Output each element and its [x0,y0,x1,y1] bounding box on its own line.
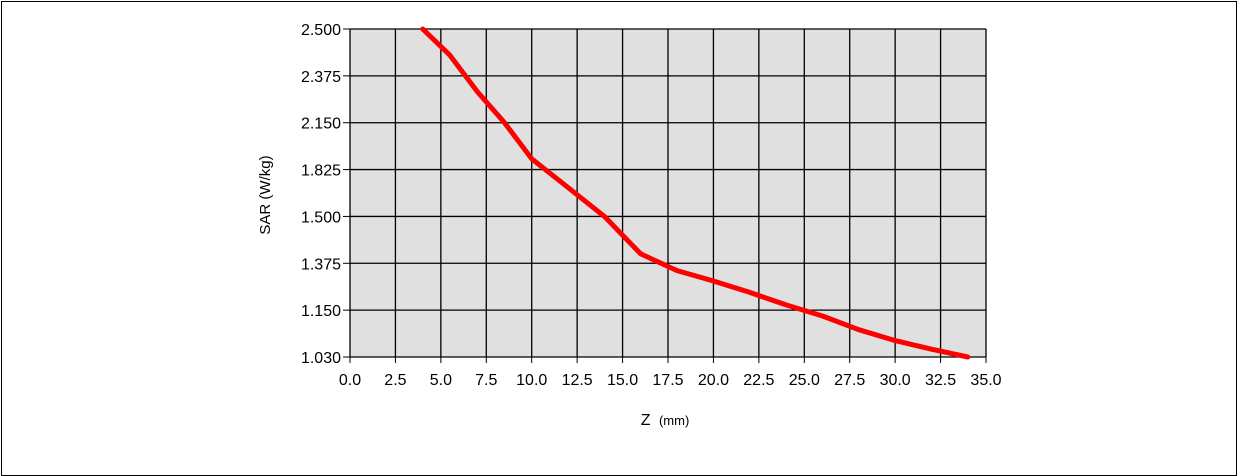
x-tick-label: 2.5 [384,372,406,389]
x-tick-label: 12.5 [562,372,593,389]
x-axis: 0.0 2.5 5.0 7.5 10.0 12.5 15.0 17.5 20.0 22.5 25.0… [339,357,1002,389]
x-axis-label-name: Z [641,412,651,429]
x-tick-label: 30.0 [880,372,911,389]
y-tick-label: 1.500 [301,209,341,226]
x-tick-label: 22.5 [743,372,774,389]
y-tick-label: 2.150 [301,116,341,133]
x-axis-label: Z (mm) [641,412,690,429]
x-tick-label: 5.0 [430,372,452,389]
x-axis-label-unit: (mm) [659,413,689,428]
x-tick-label: 7.5 [475,372,497,389]
x-tick-label: 0.0 [339,372,361,389]
y-tick-label: 2.500 [301,22,341,39]
y-tick-label: 1.030 [301,350,341,367]
sar-chart: 2.500 2.375 2.150 1.825 1.500 1.375 1.150 1.030… [257,22,1002,429]
y-tick-label: 1.375 [301,256,341,273]
y-tick-label: 2.375 [301,69,341,86]
x-tick-label: 20.0 [698,372,729,389]
series-line-0 [420,26,971,360]
grid [349,28,987,358]
x-tick-label: 15.0 [607,372,638,389]
x-tick-label: 27.5 [834,372,865,389]
x-tick-label: 35.0 [970,372,1001,389]
x-tick-label: 17.5 [652,372,683,389]
y-axis-label: SAR (W/kg) [257,155,274,234]
series-layer [420,26,971,360]
x-tick-label: 10.0 [516,372,547,389]
y-axis: 2.500 2.375 2.150 1.825 1.500 1.375 1.150 1.030 [301,22,351,367]
y-tick-label: 1.825 [301,163,341,180]
y-tick-label: 1.150 [301,303,341,320]
x-tick-label: 25.0 [789,372,820,389]
x-tick-label: 32.5 [925,372,956,389]
